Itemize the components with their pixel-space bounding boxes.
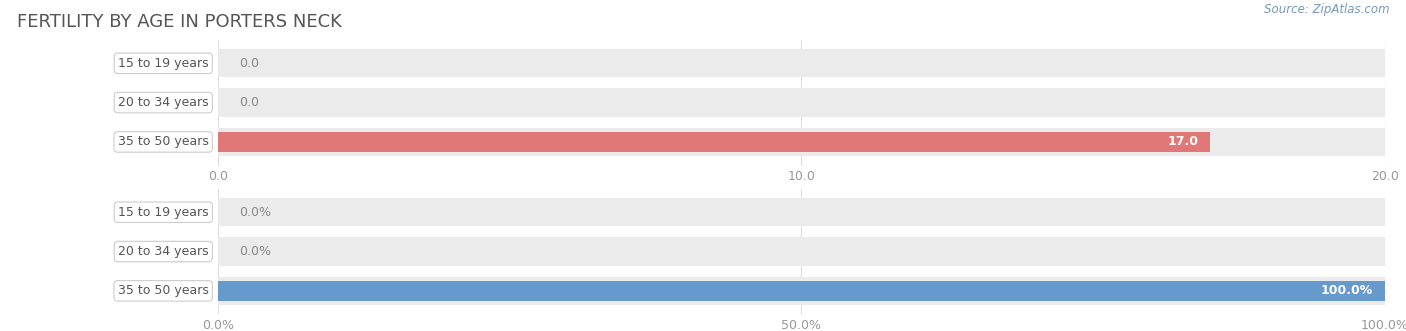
Text: 15 to 19 years: 15 to 19 years	[118, 206, 208, 219]
Text: 35 to 50 years: 35 to 50 years	[118, 284, 208, 297]
Text: 0.0: 0.0	[239, 57, 259, 70]
Bar	[218, 49, 1385, 77]
Bar	[218, 88, 1385, 117]
Bar	[218, 198, 1385, 226]
Text: FERTILITY BY AGE IN PORTERS NECK: FERTILITY BY AGE IN PORTERS NECK	[17, 13, 342, 31]
Bar	[218, 132, 1209, 152]
Text: 15 to 19 years: 15 to 19 years	[118, 57, 208, 70]
Text: 17.0: 17.0	[1167, 135, 1198, 148]
Text: 0.0: 0.0	[239, 96, 259, 109]
Bar	[218, 128, 1385, 156]
Text: 20 to 34 years: 20 to 34 years	[118, 245, 208, 258]
Text: 0.0%: 0.0%	[239, 245, 271, 258]
Text: 20 to 34 years: 20 to 34 years	[118, 96, 208, 109]
Text: Source: ZipAtlas.com: Source: ZipAtlas.com	[1264, 3, 1389, 16]
Bar	[218, 237, 1385, 266]
Text: 35 to 50 years: 35 to 50 years	[118, 135, 208, 148]
Text: 0.0%: 0.0%	[239, 206, 271, 219]
Bar	[218, 277, 1385, 305]
Bar	[218, 281, 1385, 301]
Text: 100.0%: 100.0%	[1322, 284, 1374, 297]
